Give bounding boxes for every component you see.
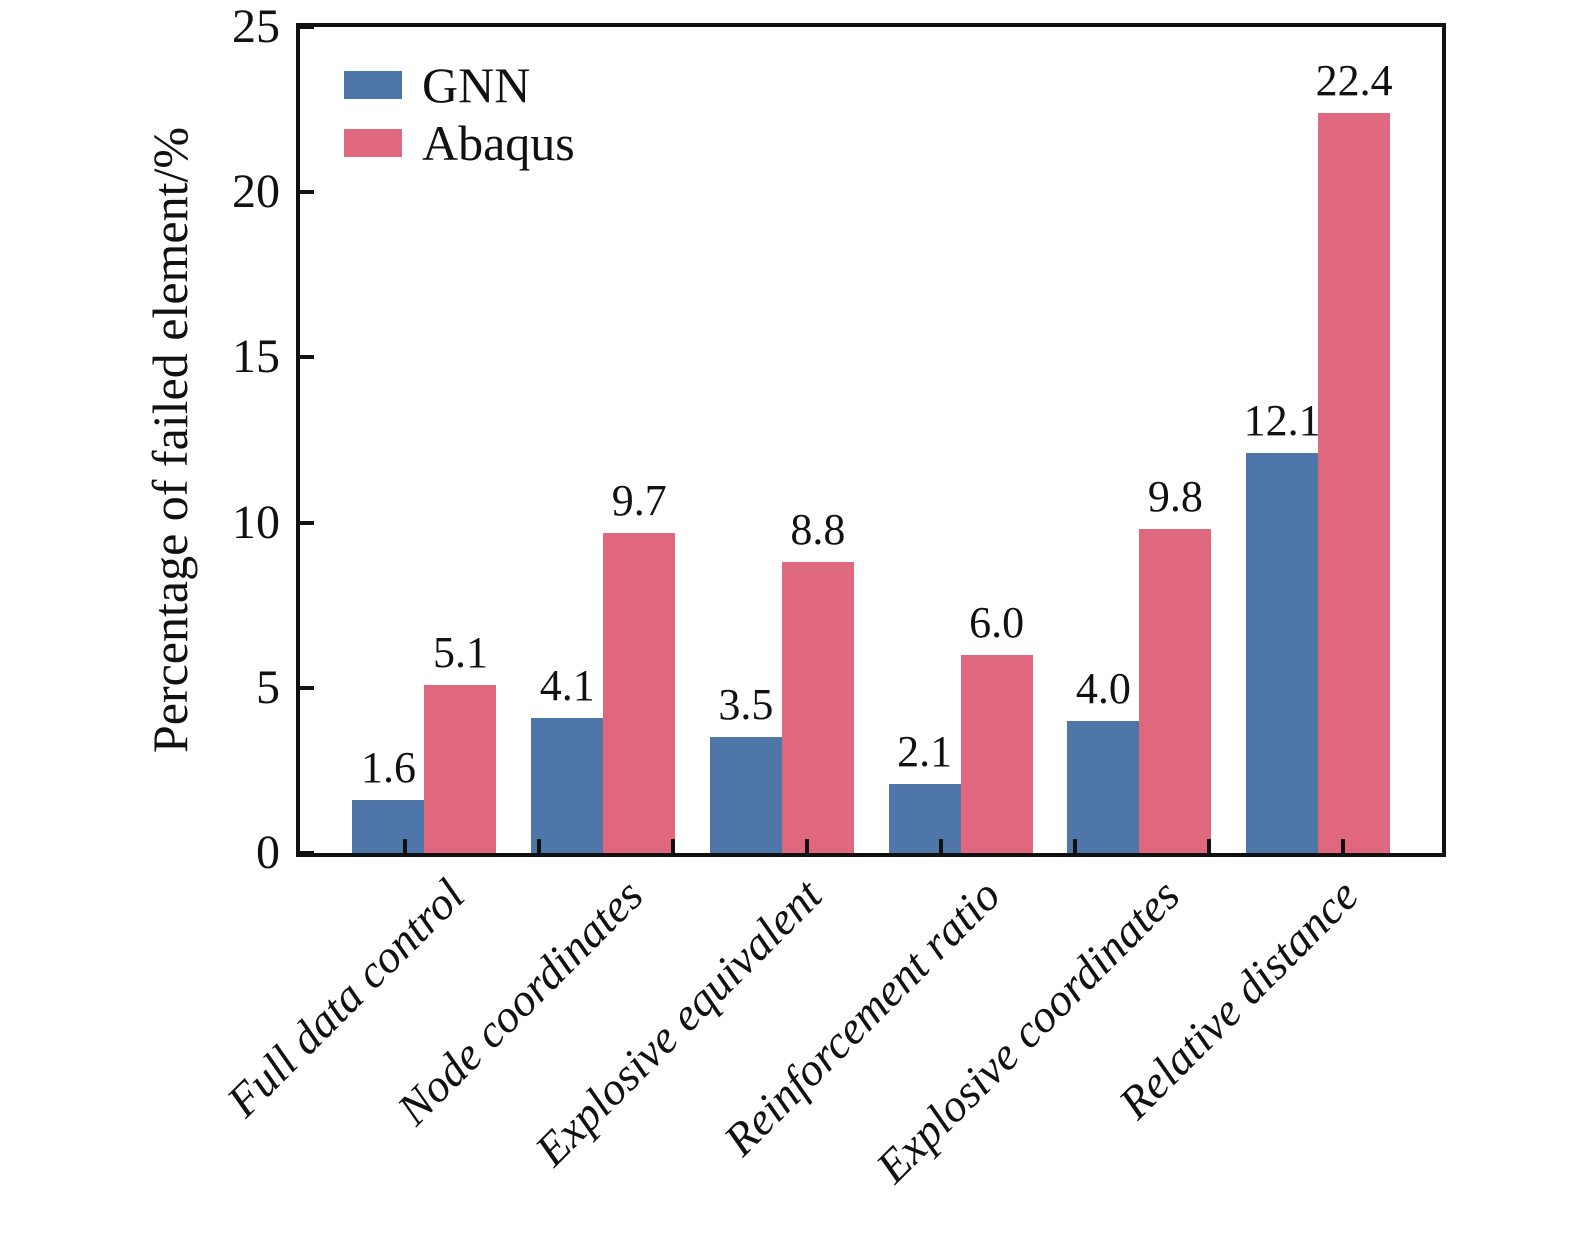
bar-abaqus-node-coordinates (603, 532, 676, 853)
bar-value-gnn-relative-distance: 12.1 (1243, 396, 1321, 446)
bar-gnn-full-data-control (352, 800, 425, 853)
x-tick-1 (402, 839, 407, 853)
bar-value-gnn-explosive-equivalent: 3.5 (718, 680, 774, 730)
bar-value-abaqus-relative-distance: 22.4 (1315, 55, 1393, 105)
y-tick-label-15: 15 (232, 330, 280, 384)
y-tick-0 (300, 851, 314, 855)
legend-label-abaqus: Abaqus (422, 115, 575, 171)
bar-abaqus-full-data-control (424, 684, 497, 853)
x-tick-3 (670, 839, 675, 853)
bar-gnn-relative-distance (1246, 453, 1319, 853)
y-tick-5 (300, 685, 314, 690)
x-category-label-explosive-coordinates: Explosive coordinates (865, 869, 1189, 1193)
plot-area: 1.6 5.1 4.1 9.7 3.5 8.8 2.1 6.0 4.0 9.8 12.1 22.4 G… (296, 23, 1446, 857)
bar-value-gnn-explosive-coordinates: 4.0 (1075, 663, 1131, 713)
legend-label-gnn: GNN (422, 57, 531, 113)
bar-gnn-node-coordinates (531, 717, 604, 853)
bar-value-abaqus-node-coordinates: 9.7 (611, 475, 667, 525)
legend-row-gnn: GNN (344, 56, 575, 114)
legend-swatch-abaqus (344, 129, 402, 157)
y-tick-15 (300, 355, 314, 360)
bar-abaqus-explosive-coordinates (1139, 529, 1212, 853)
bar-value-abaqus-reinforcement-ratio: 6.0 (969, 597, 1025, 647)
bar-gnn-explosive-coordinates (1067, 720, 1140, 853)
legend: GNN Abaqus (344, 56, 575, 172)
bar-gnn-reinforcement-ratio (888, 783, 961, 853)
y-tick-20 (300, 190, 314, 195)
bar-value-gnn-full-data-control: 1.6 (360, 743, 416, 793)
bar-value-abaqus-explosive-coordinates: 9.8 (1147, 472, 1203, 522)
x-tick-6 (1072, 839, 1077, 853)
x-tick-5 (938, 839, 943, 853)
legend-row-abaqus: Abaqus (344, 114, 575, 172)
y-tick-label-5: 5 (256, 660, 280, 714)
bar-value-abaqus-full-data-control: 5.1 (432, 627, 488, 677)
y-tick-label-10: 10 (232, 495, 280, 549)
x-tick-2 (536, 839, 541, 853)
bar-abaqus-relative-distance (1318, 112, 1391, 853)
bar-abaqus-explosive-equivalent (781, 562, 854, 853)
y-tick-label-20: 20 (232, 165, 280, 219)
y-tick-label-25: 25 (232, 0, 280, 53)
bar-value-gnn-reinforcement-ratio: 2.1 (897, 726, 953, 776)
y-tick-10 (300, 520, 314, 525)
x-tick-8 (1340, 839, 1345, 853)
legend-swatch-gnn (344, 71, 402, 99)
y-tick-label-0: 0 (256, 826, 280, 879)
y-tick-25 (300, 25, 314, 29)
x-tick-7 (1206, 839, 1211, 853)
bar-abaqus-reinforcement-ratio (960, 654, 1033, 853)
bar-gnn-explosive-equivalent (709, 737, 782, 853)
bar-value-gnn-node-coordinates: 4.1 (539, 660, 595, 710)
x-tick-4 (804, 839, 809, 853)
bar-value-abaqus-explosive-equivalent: 8.8 (790, 505, 846, 555)
